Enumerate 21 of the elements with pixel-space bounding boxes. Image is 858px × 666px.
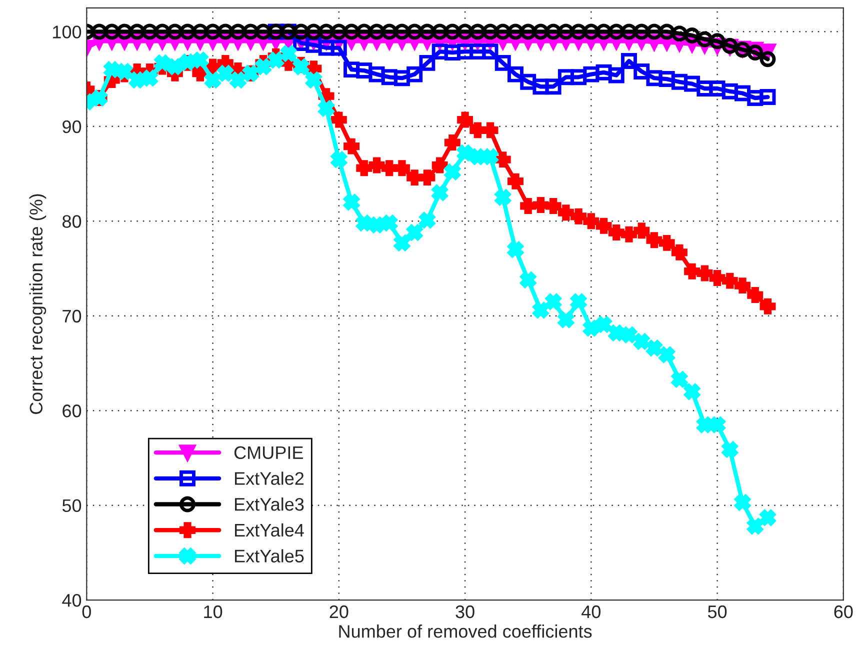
legend-label: ExtYale5	[235, 549, 304, 562]
x-tick-label: 50	[708, 605, 727, 618]
y-tick-label: 100	[53, 26, 82, 38]
legend-label: ExtYale2	[235, 472, 304, 485]
y-tick-label: 60	[62, 404, 82, 418]
y-tick-label: 80	[62, 215, 82, 228]
x-tick-label: 20	[330, 605, 348, 618]
x-tick-label: 30	[456, 605, 474, 618]
y-tick-label: 90	[62, 120, 82, 134]
y-tick-label: 50	[62, 499, 82, 512]
legend-label: CMUPIE	[234, 446, 303, 460]
y-axis-title: Correct recognition rate (%)	[29, 194, 46, 414]
x-axis-title: Number of removed coefficients	[339, 624, 592, 638]
x-tick-label: 0	[82, 605, 91, 618]
legend-label: ExtYale4	[235, 523, 304, 537]
y-tick-label: 70	[62, 310, 82, 323]
x-tick-label: 40	[582, 605, 600, 618]
x-tick-label: 60	[834, 605, 853, 618]
legend-label: ExtYale3	[235, 498, 304, 511]
y-tick-label: 40	[62, 594, 82, 607]
x-tick-label: 10	[204, 605, 222, 618]
